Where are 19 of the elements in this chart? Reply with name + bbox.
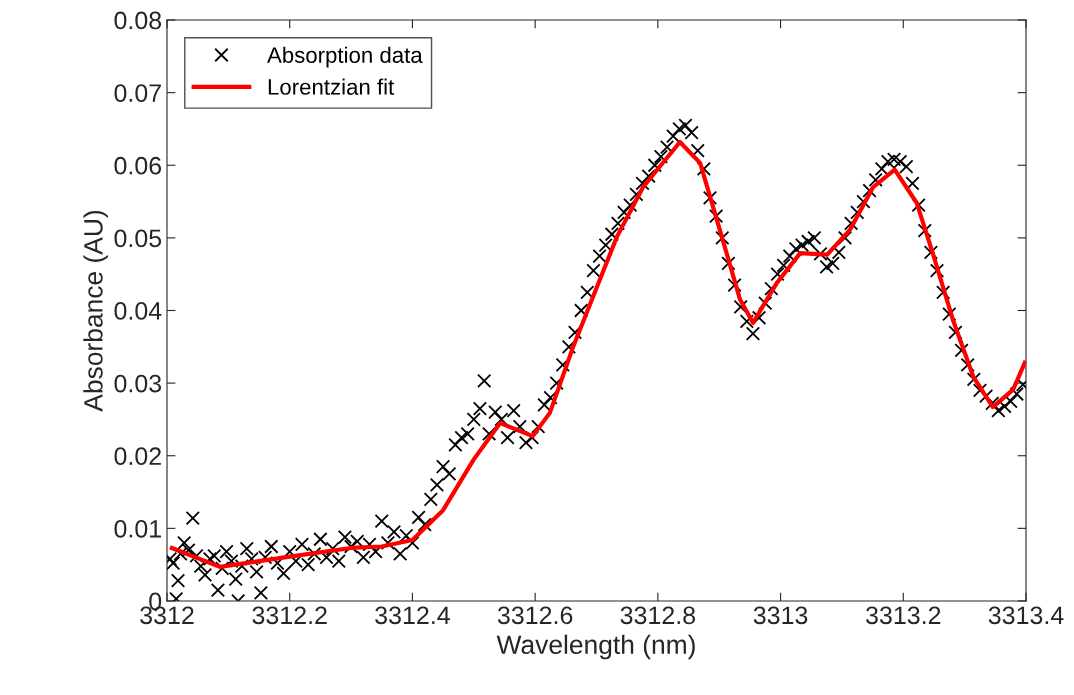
y-tick-label: 0.02: [114, 447, 161, 466]
legend-label: Lorentzian fit: [268, 78, 395, 95]
legend-label: Absorption data: [267, 46, 423, 68]
x-axis-title: Wavelength (nm): [496, 634, 695, 660]
x-tick-label: 3312.4: [375, 606, 450, 625]
y-tick-label: 0.06: [114, 156, 162, 175]
y-tick-label: 0.05: [114, 229, 162, 248]
x-tick-label: 3312.8: [620, 606, 695, 625]
y-tick-label: 0.08: [114, 11, 162, 30]
x-tick-label: 3312.6: [497, 606, 573, 625]
y-tick-label: 0.03: [114, 374, 162, 393]
y-tick-label: 0.04: [114, 302, 162, 320]
x-tick-label: 3313.2: [866, 606, 941, 625]
y-axis-title: Absorbance (AU): [83, 210, 108, 412]
x-tick-label: 3313: [753, 606, 808, 625]
x-tick-label: 3313.4: [988, 606, 1064, 625]
x-tick-label: 3312.2: [252, 606, 327, 625]
y-tick-label: 0.01: [114, 519, 161, 538]
y-tick-label: 0.07: [114, 84, 161, 102]
